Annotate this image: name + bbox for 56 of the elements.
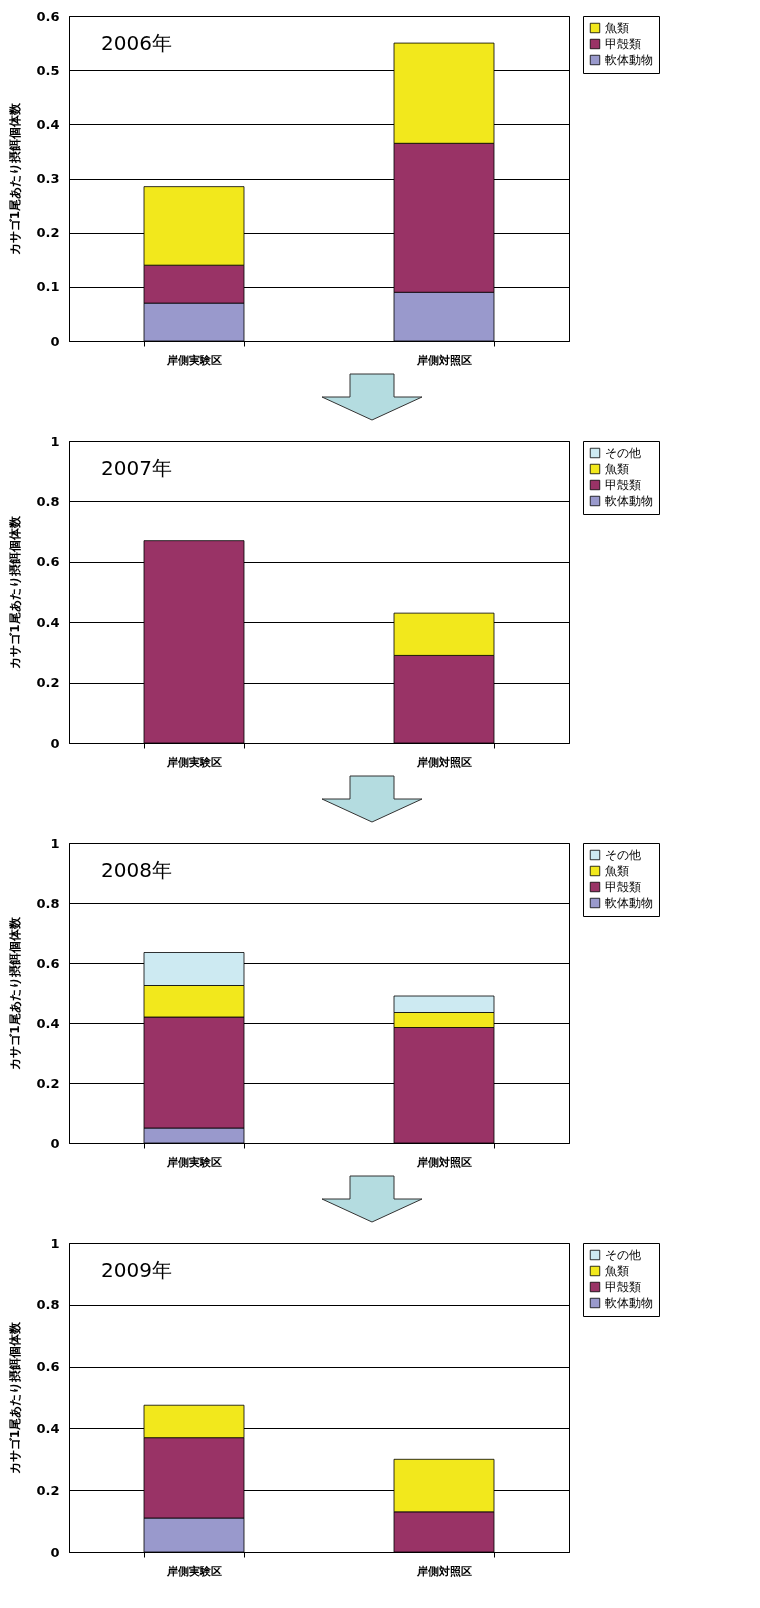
y-tick-label: 0.8 [36, 1297, 60, 1313]
y-tick-label: 0.1 [36, 279, 60, 295]
legend-label: 軟体動物 [605, 494, 653, 508]
y-tick-label: 0.2 [36, 675, 60, 691]
legend-label: 甲殻類 [605, 478, 641, 492]
y-tick-label: 0.4 [36, 1015, 60, 1031]
y-axis-title: カサゴ1尾あたり摂餌個体数 [8, 515, 23, 669]
y-tick-label: 0 [50, 1135, 60, 1151]
text: 2009年 [101, 1258, 172, 1282]
legend-label: その他 [605, 446, 641, 460]
legend-label: 魚類 [605, 1264, 629, 1278]
y-tick-label: 0.4 [36, 116, 60, 132]
y-tick-label: 0 [50, 735, 60, 751]
y-tick-label: 0.6 [36, 955, 60, 971]
x-tick-label: 岸側実験区 [166, 1155, 222, 1169]
x-tick-label: 岸側実験区 [166, 353, 222, 367]
legend-label: 魚類 [605, 864, 629, 878]
x-tick-label: 岸側実験区 [166, 755, 222, 769]
y-tick-label: 1 [50, 835, 60, 851]
x-tick-label: 岸側対照区 [416, 1155, 472, 1169]
x-tick-label: 岸側対照区 [416, 755, 472, 769]
y-tick-label: 0.2 [36, 225, 60, 241]
text: 2007年 [101, 456, 172, 480]
y-tick-label: 0.2 [36, 1075, 60, 1091]
legend-label: 甲殻類 [605, 1280, 641, 1294]
y-tick-label: 0.6 [36, 8, 60, 24]
y-tick-label: 0.4 [36, 1420, 60, 1436]
legend-label: 軟体動物 [605, 1296, 653, 1310]
x-tick-label: 岸側対照区 [416, 1564, 472, 1578]
y-tick-label: 0.8 [36, 493, 60, 509]
legend-label: その他 [605, 848, 641, 862]
legend-label: その他 [605, 1248, 641, 1262]
legend-label: 魚類 [605, 21, 629, 35]
y-tick-label: 0 [50, 333, 60, 349]
x-tick-label: 岸側実験区 [166, 1564, 222, 1578]
y-axis-title: カサゴ1尾あたり摂餌個体数 [8, 916, 23, 1070]
y-tick-label: 0.5 [36, 62, 60, 78]
y-axis-title: カサゴ1尾あたり摂餌個体数 [8, 1320, 23, 1475]
y-tick-label: 0.6 [36, 554, 60, 570]
y-tick-label: 0.8 [36, 895, 60, 911]
y-tick-label: 0.2 [36, 1482, 60, 1498]
x-tick-label: 岸側対照区 [416, 353, 472, 367]
legend-label: 甲殻類 [605, 880, 641, 894]
y-tick-label: 0.3 [36, 171, 60, 186]
legend-label: 魚類 [605, 462, 629, 476]
y-tick-label: 1 [50, 433, 60, 449]
text: 2006年 [101, 31, 172, 55]
legend-label: 軟体動物 [605, 896, 653, 910]
y-tick-label: 1 [50, 1235, 60, 1251]
y-tick-label: 0.6 [36, 1359, 60, 1375]
y-tick-label: 0.4 [36, 614, 60, 630]
y-axis-title: カサゴ1尾あたり摂餌個体数 [8, 101, 23, 256]
text: 2008年 [101, 858, 172, 882]
legend-label: 軟体動物 [605, 53, 653, 67]
legend-label: 甲殻類 [605, 37, 641, 51]
y-tick-label: 0 [50, 1544, 60, 1560]
